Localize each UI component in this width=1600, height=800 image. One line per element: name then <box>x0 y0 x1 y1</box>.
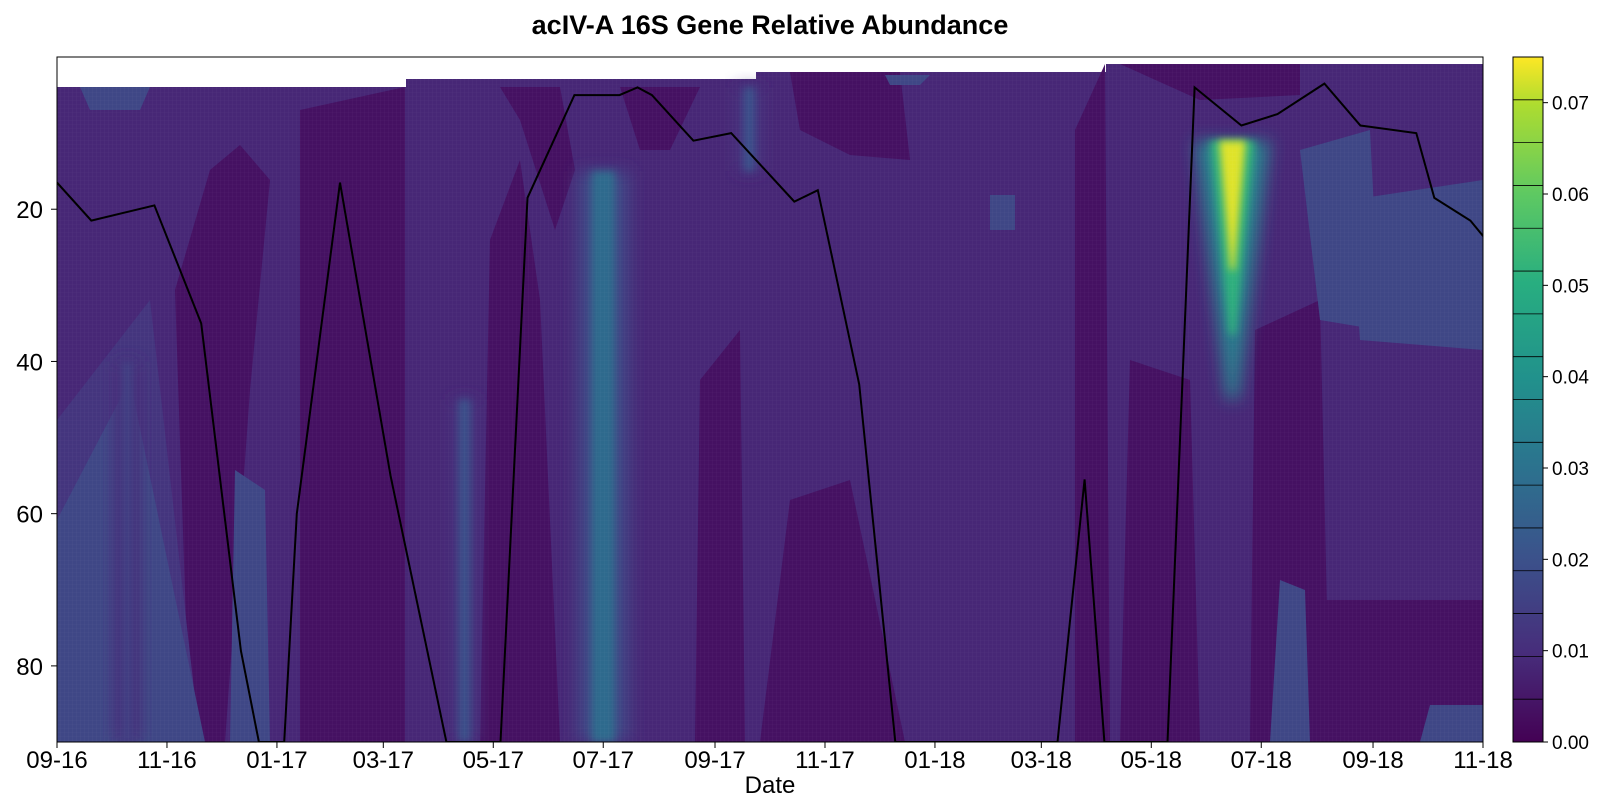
y-tick-label-0: 20 <box>16 197 43 224</box>
colorbar-label-2: 0.02 <box>1552 550 1589 571</box>
x-tick-label-4: 05-17 <box>463 747 524 774</box>
x-tick-label-5: 07-17 <box>573 747 634 774</box>
colorbar-label-3: 0.03 <box>1552 459 1589 480</box>
plot-frame <box>56 56 1484 743</box>
x-tick-label-1: 11-16 <box>137 747 197 774</box>
plot-area <box>57 57 1483 742</box>
line-series <box>57 82 1483 742</box>
colorbar-label-0: 0.00 <box>1552 733 1589 754</box>
y-tick-label-1: 40 <box>16 349 43 376</box>
colorbar: 0.00 0.01 0.02 0.03 0.04 0.05 0.06 0.07 <box>1512 56 1589 754</box>
colorbar-label-1: 0.01 <box>1552 642 1589 663</box>
x-tick-label-3: 03-17 <box>353 747 414 774</box>
x-axis-label: Date <box>744 772 796 799</box>
x-tick-label-0: 09-16 <box>26 747 87 774</box>
x-tick-label-9: 03-18 <box>1011 747 1072 774</box>
colorbar-label-5: 0.05 <box>1552 276 1589 297</box>
y-axis: 20 40 60 80 <box>16 197 57 681</box>
x-tick-label-13: 11-18 <box>1453 747 1513 774</box>
x-tick-label-10: 05-18 <box>1121 747 1182 774</box>
x-tick-label-6: 09-17 <box>684 747 745 774</box>
x-tick-label-11: 07-18 <box>1231 747 1292 774</box>
x-tick-label-2: 01-17 <box>246 747 307 774</box>
x-axis: 09-16 11-16 01-17 03-17 05-17 07-17 09-17 11-17… <box>26 742 1513 774</box>
x-tick-label-7: 11-17 <box>795 747 855 774</box>
colorbar-label-7: 0.07 <box>1552 94 1589 115</box>
y-tick-label-2: 60 <box>16 502 43 529</box>
chart-title: acIV-A 16S Gene Relative Abundance <box>531 10 1009 40</box>
x-tick-label-8: 01-18 <box>904 747 965 774</box>
colorbar-label-4: 0.04 <box>1552 368 1589 389</box>
y-tick-label-3: 80 <box>16 654 43 681</box>
colorbar-label-6: 0.06 <box>1552 185 1589 206</box>
x-tick-label-12: 09-18 <box>1342 747 1403 774</box>
